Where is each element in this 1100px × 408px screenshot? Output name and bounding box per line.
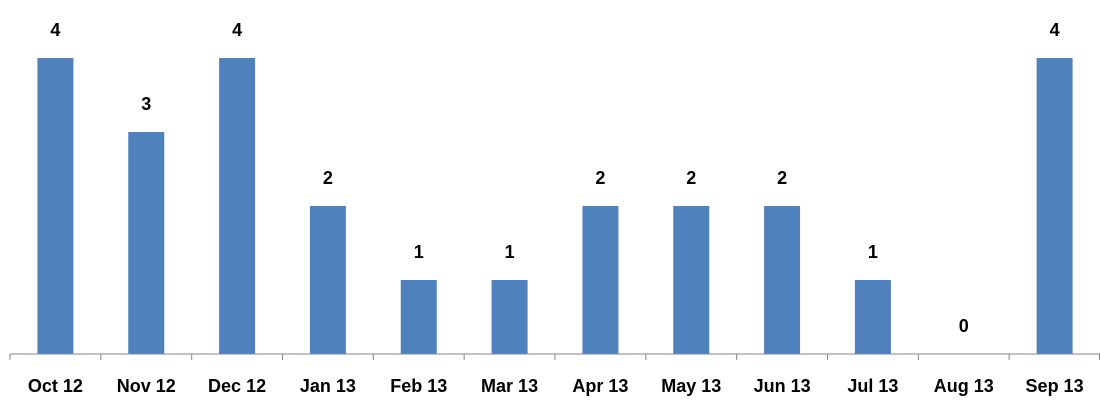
data-label: 2	[777, 168, 787, 188]
data-label: 1	[505, 242, 515, 262]
bar	[673, 206, 710, 354]
x-tick-label: Jul 13	[847, 376, 898, 396]
bar	[491, 280, 528, 354]
bar	[1036, 58, 1073, 354]
x-tick-label: Oct 12	[28, 376, 83, 396]
data-label: 4	[232, 20, 242, 40]
data-label: 2	[595, 168, 605, 188]
bar	[400, 280, 437, 354]
bar	[854, 280, 891, 354]
bar	[128, 132, 165, 354]
data-label: 1	[868, 242, 878, 262]
x-tick-label: Sep 13	[1026, 376, 1084, 396]
x-tick-label: Feb 13	[390, 376, 447, 396]
bar	[582, 206, 619, 354]
x-tick-label: Dec 12	[208, 376, 266, 396]
x-tick-label: Jun 13	[754, 376, 811, 396]
bar	[37, 58, 74, 354]
data-label: 2	[323, 168, 333, 188]
x-tick-label: Apr 13	[572, 376, 628, 396]
bar	[764, 206, 801, 354]
x-tick-label: May 13	[661, 376, 721, 396]
data-label: 4	[50, 20, 60, 40]
data-label: 0	[959, 316, 969, 336]
data-label: 2	[686, 168, 696, 188]
data-label: 4	[1050, 20, 1060, 40]
x-tick-label: Mar 13	[481, 376, 538, 396]
x-tick-label: Jan 13	[300, 376, 356, 396]
data-label: 3	[141, 94, 151, 114]
bar	[219, 58, 256, 354]
bar	[309, 206, 346, 354]
x-tick-label: Nov 12	[117, 376, 176, 396]
x-tick-label: Aug 13	[934, 376, 994, 396]
data-label: 1	[414, 242, 424, 262]
